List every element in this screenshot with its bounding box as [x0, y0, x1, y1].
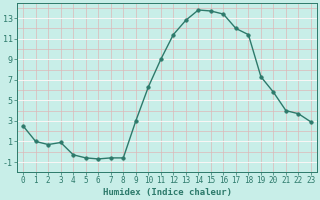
X-axis label: Humidex (Indice chaleur): Humidex (Indice chaleur)	[103, 188, 232, 197]
